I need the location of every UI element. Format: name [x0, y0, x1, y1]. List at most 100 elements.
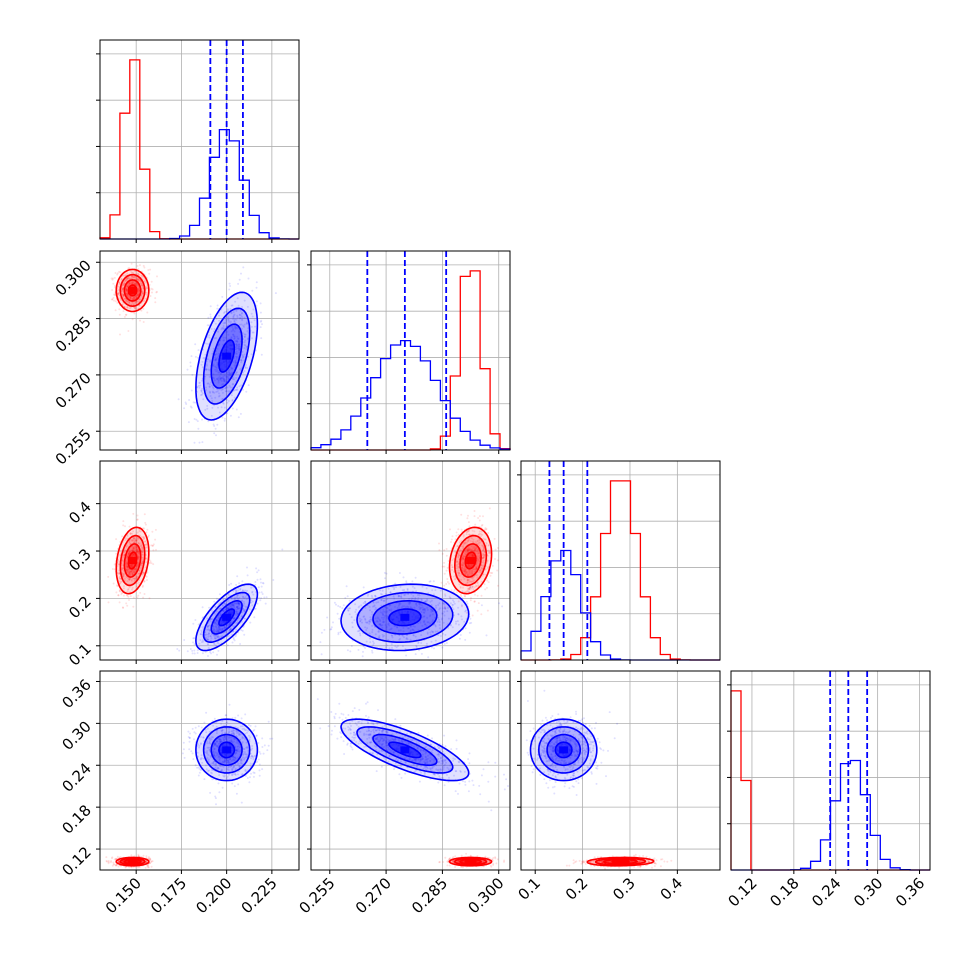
sample-point: [460, 528, 463, 531]
histogram-line: [311, 270, 511, 451]
sample-point: [134, 307, 137, 310]
sample-point: [468, 631, 471, 634]
sample-point: [117, 292, 120, 295]
sample-point: [198, 441, 201, 444]
y-tick-label: 0.3: [65, 545, 95, 575]
sample-point: [118, 270, 121, 273]
sample-point: [262, 582, 265, 585]
sample-point: [330, 628, 333, 631]
sample-point: [132, 271, 135, 274]
sample-point: [126, 295, 129, 298]
sample-point: [136, 284, 139, 287]
sample-point: [118, 601, 121, 604]
sample-point: [121, 606, 124, 609]
sample-point: [441, 646, 444, 649]
histogram-line: [100, 128, 299, 240]
sample-point: [152, 543, 155, 546]
sample-point: [344, 597, 347, 599]
sample-point: [124, 313, 127, 316]
sample-point: [209, 316, 212, 318]
sample-point: [137, 594, 140, 597]
sample-point: [207, 316, 210, 319]
sample-point: [140, 294, 143, 296]
sample-point: [237, 282, 240, 285]
sample-point: [124, 300, 127, 303]
sample-point: [107, 601, 110, 604]
sample-point: [446, 566, 449, 569]
sample-point: [491, 572, 494, 574]
sample-point: [118, 308, 121, 311]
sample-point: [133, 296, 136, 299]
sample-point: [125, 278, 127, 281]
sample-point: [116, 272, 119, 275]
sample-point: [110, 860, 113, 862]
sample-point: [125, 313, 128, 316]
sample-point: [114, 309, 117, 312]
sample-point: [127, 267, 130, 270]
sample-point: [350, 645, 353, 647]
sample-point: [140, 274, 143, 277]
sample-point: [320, 653, 323, 656]
sample-point: [142, 307, 145, 310]
y-tick-label: 0.300: [52, 256, 95, 299]
sample-point: [187, 421, 190, 424]
panel-2-0: 0.10.20.30.4: [65, 460, 300, 669]
sample-point: [123, 282, 126, 284]
sample-point: [134, 283, 137, 286]
sample-point: [141, 295, 143, 298]
sample-point: [239, 412, 242, 415]
sample-point: [440, 581, 443, 584]
sample-point: [121, 288, 124, 291]
peak-bin: [128, 557, 138, 564]
sample-point: [224, 417, 226, 420]
sample-point: [126, 277, 129, 279]
sample-point: [177, 398, 180, 401]
sample-point: [131, 303, 134, 306]
sample-point: [209, 313, 212, 316]
sample-point: [124, 279, 126, 282]
panel-1-1: [307, 250, 511, 454]
sample-point: [126, 293, 129, 296]
sample-point: [128, 866, 131, 869]
sample-point: [238, 582, 241, 585]
sample-point: [487, 532, 490, 534]
sample-point: [128, 281, 131, 284]
sample-point: [126, 272, 129, 275]
sample-point: [150, 562, 153, 565]
y-tick-label: 0.255: [52, 425, 95, 468]
sample-point: [116, 301, 119, 304]
sample-point: [125, 289, 128, 292]
sample-point: [124, 273, 127, 276]
sample-point: [137, 292, 140, 295]
sample-point: [478, 515, 481, 518]
sample-point: [491, 564, 494, 567]
sample-point: [469, 617, 472, 620]
sample-point: [231, 407, 234, 410]
sample-point: [135, 278, 138, 281]
sample-point: [455, 531, 458, 534]
sample-point: [132, 296, 135, 299]
sample-point: [362, 586, 365, 589]
sample-point: [137, 289, 140, 292]
sample-point: [125, 288, 128, 291]
sample-point: [147, 269, 150, 271]
sample-point: [260, 337, 263, 340]
sample-point: [348, 599, 351, 602]
sample-point: [140, 281, 143, 283]
sample-point: [149, 268, 152, 271]
sample-point: [345, 585, 348, 588]
sample-point: [146, 579, 148, 581]
sample-point: [468, 525, 471, 528]
sample-point: [259, 326, 262, 329]
sample-point: [129, 307, 132, 310]
sample-point: [117, 293, 120, 296]
sample-point: [255, 281, 258, 284]
sample-point: [141, 292, 144, 295]
sample-point: [458, 637, 461, 640]
sample-point: [451, 535, 454, 538]
sample-point: [216, 423, 219, 426]
sample-point: [223, 419, 226, 422]
sample-point: [357, 648, 360, 651]
sample-point: [124, 299, 127, 302]
